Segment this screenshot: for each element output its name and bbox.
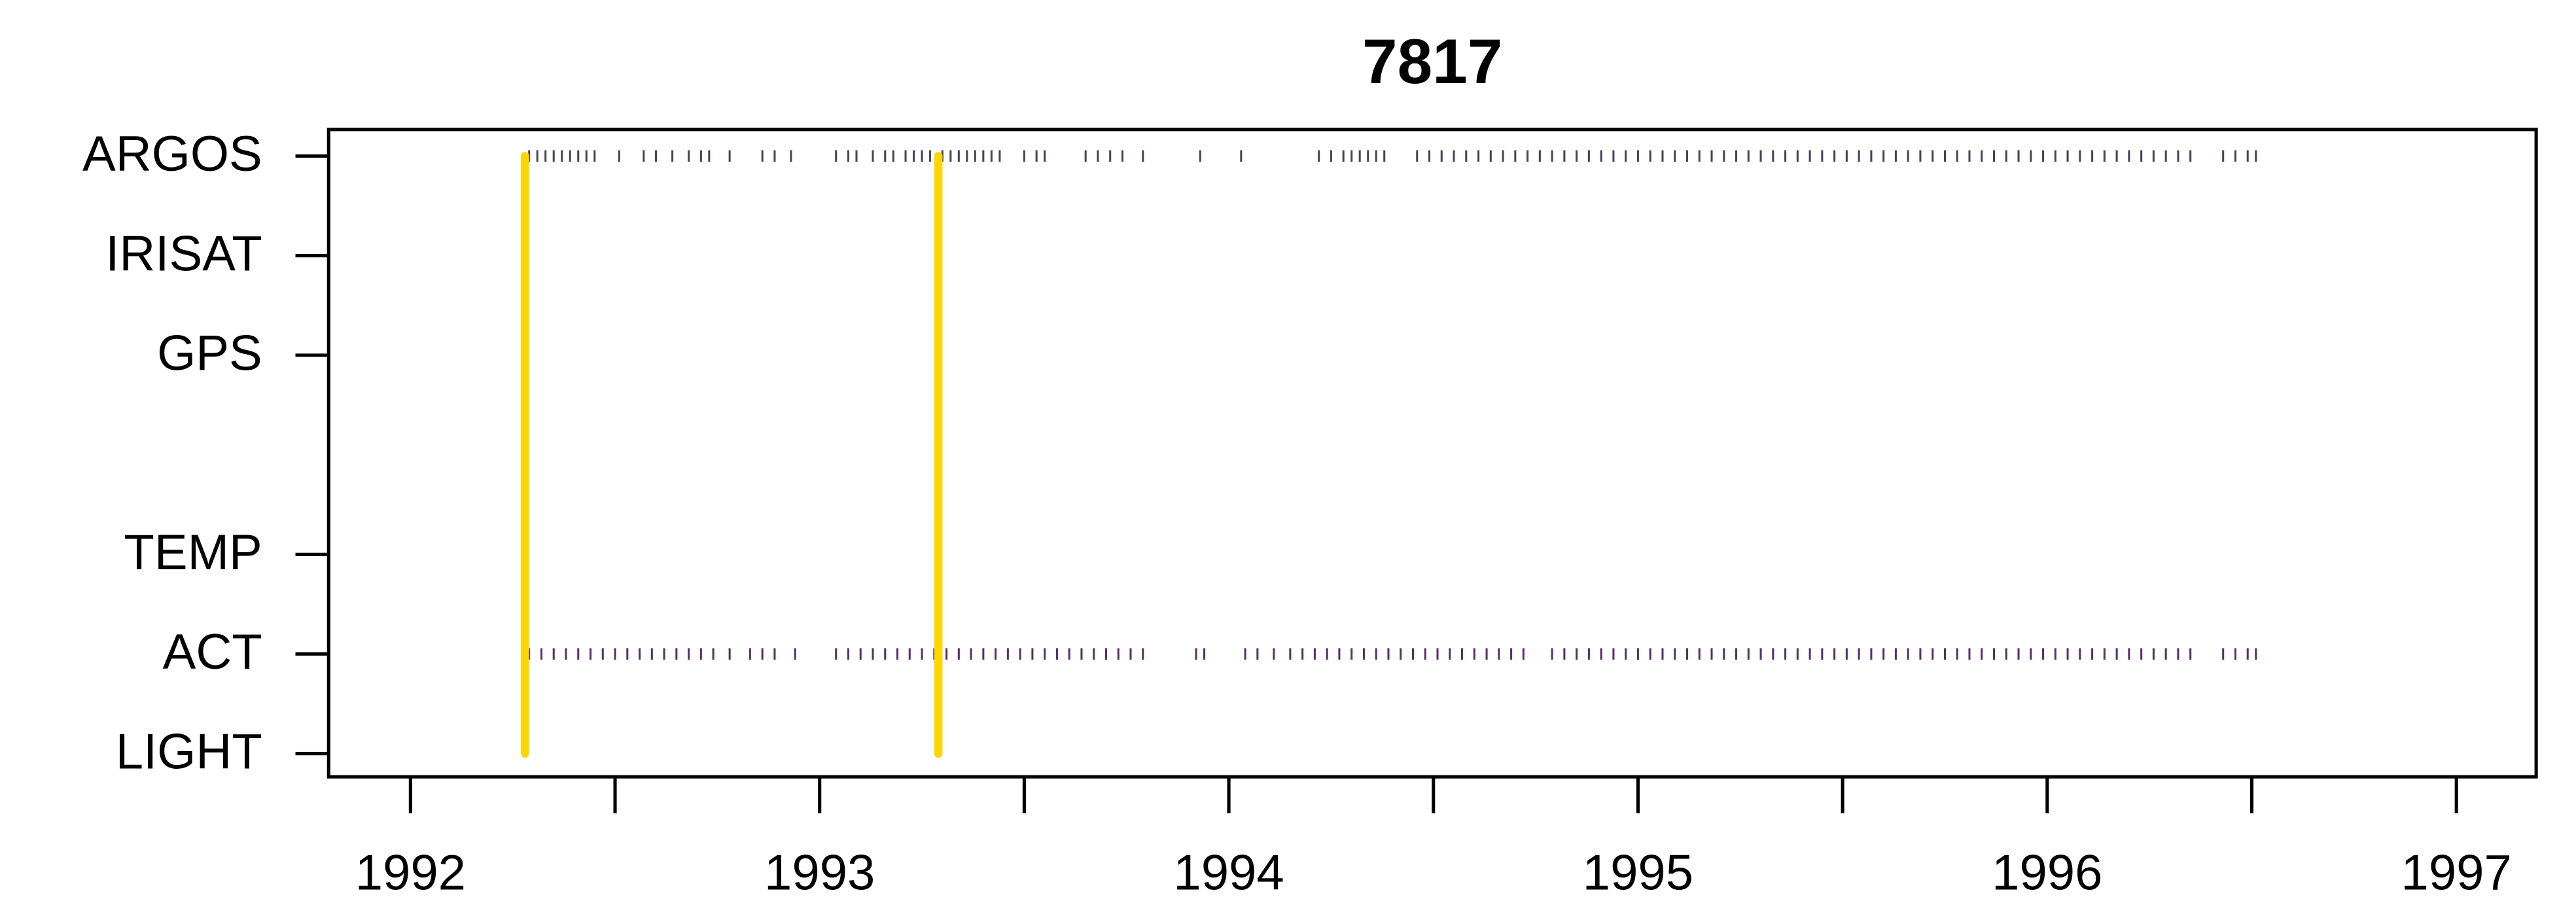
x-tick-label: 1995 [1583, 845, 1693, 901]
plot-frame [326, 128, 2538, 779]
y-tick-label: ARGOS [82, 126, 262, 182]
y-tick-label: LIGHT [116, 724, 262, 779]
y-tick-label: TEMP [124, 525, 262, 580]
y-tick-label: GPS [157, 326, 262, 381]
x-tick-label: 1997 [2401, 845, 2512, 901]
y-tick-label: IRISAT [105, 226, 262, 281]
x-tick-label: 1993 [764, 845, 875, 901]
x-tick-label: 1996 [1992, 845, 2102, 901]
x-tick-label: 1992 [355, 845, 466, 901]
y-tick-label: ACT [163, 624, 262, 680]
chart-title: 7817 [1362, 27, 1502, 97]
x-tick-label: 1994 [1173, 845, 1284, 901]
